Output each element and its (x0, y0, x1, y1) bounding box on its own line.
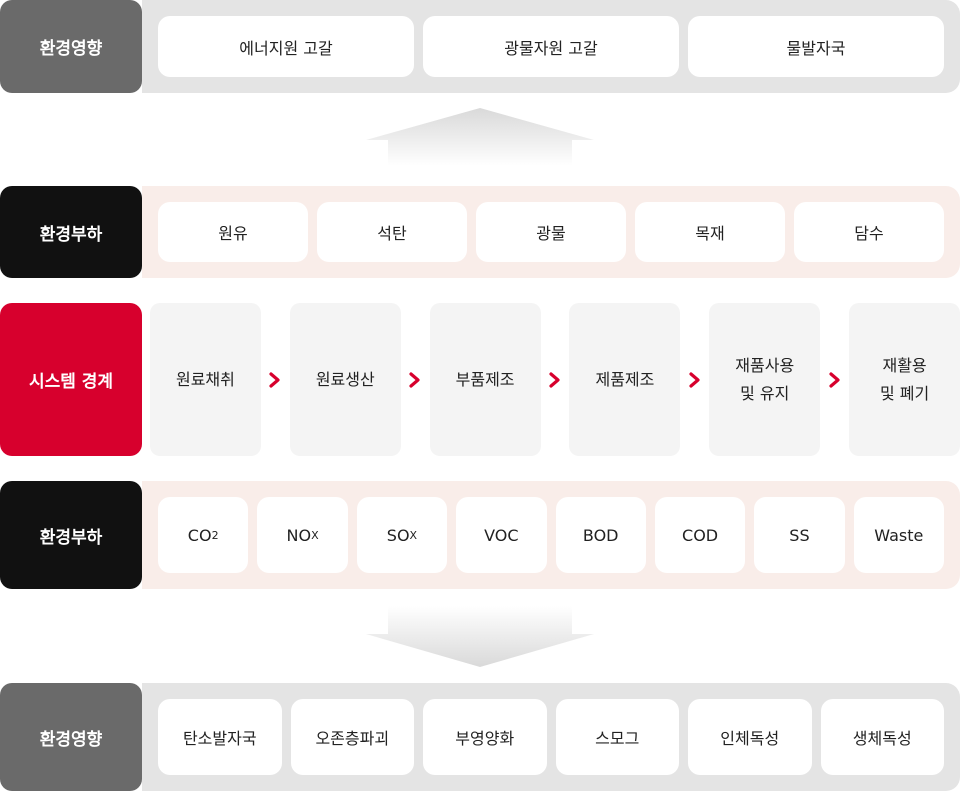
impact-bottom-item: 부영양화 (423, 699, 547, 775)
arrow-up-icon (366, 108, 594, 166)
system-boundary-row: 시스템 경계 원료채취 원료생산 부품제조 제품제조 재품사용 및 유지 재활용… (0, 303, 960, 456)
pollutant-subscript: 2 (211, 528, 219, 542)
arrow-down-icon (366, 606, 594, 667)
impact-top-item: 에너지원 고갈 (158, 16, 414, 77)
impact-top-item: 물발자국 (688, 16, 944, 77)
impact-bottom-item: 스모그 (555, 699, 679, 775)
system-stage: 제품제조 (569, 303, 681, 456)
impact-top-label: 환경영향 (0, 0, 142, 93)
pollutant-name: BOD (582, 525, 619, 545)
load-output-item: COD (654, 497, 746, 573)
pollutant-name: NO (286, 525, 312, 545)
chevron-right-icon (401, 371, 430, 388)
load-input-item: 광물 (476, 202, 626, 262)
impact-top-items: 에너지원 고갈 광물자원 고갈 물발자국 (158, 16, 944, 77)
impact-bottom-item: 오존층파괴 (290, 699, 414, 775)
system-stage: 재활용 및 폐기 (849, 303, 960, 456)
pollutant-name: CO (187, 525, 212, 545)
load-input-row: 환경부하 원유 석탄 광물 목재 담수 (0, 186, 960, 278)
load-output-item: VOC (456, 497, 547, 573)
pollutant-name: Waste (874, 525, 924, 545)
chevron-right-icon (680, 371, 709, 388)
impact-top-row: 환경영향 에너지원 고갈 광물자원 고갈 물발자국 (0, 0, 960, 93)
impact-bottom-row: 환경영향 탄소발자국 오존층파괴 부영양화 스모그 인체독성 생체독성 (0, 683, 960, 791)
pollutant-subscript: X (311, 528, 319, 542)
load-output-item: NO X (257, 497, 348, 573)
load-output-row: 환경부하 CO 2 NO X SO X VOC BOD COD SS Waste (0, 481, 960, 589)
pollutant-name: SS (789, 525, 810, 545)
load-output-item: SS (754, 497, 845, 573)
system-stage: 원료생산 (289, 303, 401, 456)
load-output-items: CO 2 NO X SO X VOC BOD COD SS Waste (158, 497, 944, 573)
load-input-item: 석탄 (317, 202, 467, 262)
chevron-right-icon (820, 371, 849, 388)
impact-bottom-items: 탄소발자국 오존층파괴 부영양화 스모그 인체독성 생체독성 (158, 699, 944, 775)
impact-bottom-item: 생체독성 (820, 699, 944, 775)
chevron-right-icon (261, 371, 290, 388)
impact-bottom-item: 탄소발자국 (158, 699, 282, 775)
impact-bottom-label: 환경영향 (0, 683, 142, 791)
load-input-items: 원유 석탄 광물 목재 담수 (158, 202, 944, 262)
system-stage: 원료채취 (150, 303, 261, 456)
system-stages: 원료채취 원료생산 부품제조 제품제조 재품사용 및 유지 재활용 및 폐기 (150, 303, 960, 456)
load-input-item: 목재 (635, 202, 785, 262)
system-stage: 부품제조 (429, 303, 541, 456)
impact-top-item: 광물자원 고갈 (423, 16, 679, 77)
pollutant-subscript: X (409, 528, 418, 542)
system-stage: 재품사용 및 유지 (709, 303, 821, 456)
pollutant-name: COD (682, 525, 719, 545)
pollutant-name: VOC (484, 525, 519, 545)
load-input-item: 담수 (794, 202, 944, 262)
load-output-item: SO X (356, 497, 448, 573)
pollutant-name: SO (386, 525, 410, 545)
load-output-item: CO 2 (158, 497, 249, 573)
impact-bottom-item: 인체독성 (688, 699, 812, 775)
load-output-label: 환경부하 (0, 481, 142, 589)
load-output-item: BOD (555, 497, 646, 573)
system-boundary-label: 시스템 경계 (0, 303, 142, 456)
load-input-item: 원유 (158, 202, 308, 262)
load-output-item: Waste (853, 497, 944, 573)
chevron-right-icon (541, 371, 570, 388)
load-input-label: 환경부하 (0, 186, 142, 278)
